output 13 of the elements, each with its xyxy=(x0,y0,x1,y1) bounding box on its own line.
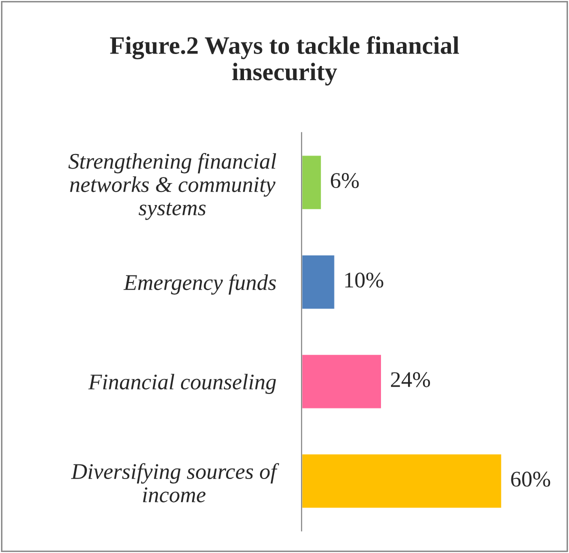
y-tick-label: Diversifying sources of income xyxy=(71,463,280,502)
bar xyxy=(302,154,322,211)
bar xyxy=(302,453,503,510)
y-tick-label: Emergency funds xyxy=(123,274,276,295)
bar xyxy=(302,354,382,410)
y-tick-label: Strengthening financial networks & community systems xyxy=(68,152,276,220)
bar xyxy=(302,254,336,310)
y-tick-label: Financial counseling xyxy=(88,374,276,394)
data-label: 10% xyxy=(345,272,384,288)
chart-title: Figure.2 Ways to tackle financial insecurity xyxy=(110,36,459,86)
data-label: 6% xyxy=(330,173,359,188)
data-label: 24% xyxy=(390,372,430,388)
data-label: 60% xyxy=(511,472,550,487)
